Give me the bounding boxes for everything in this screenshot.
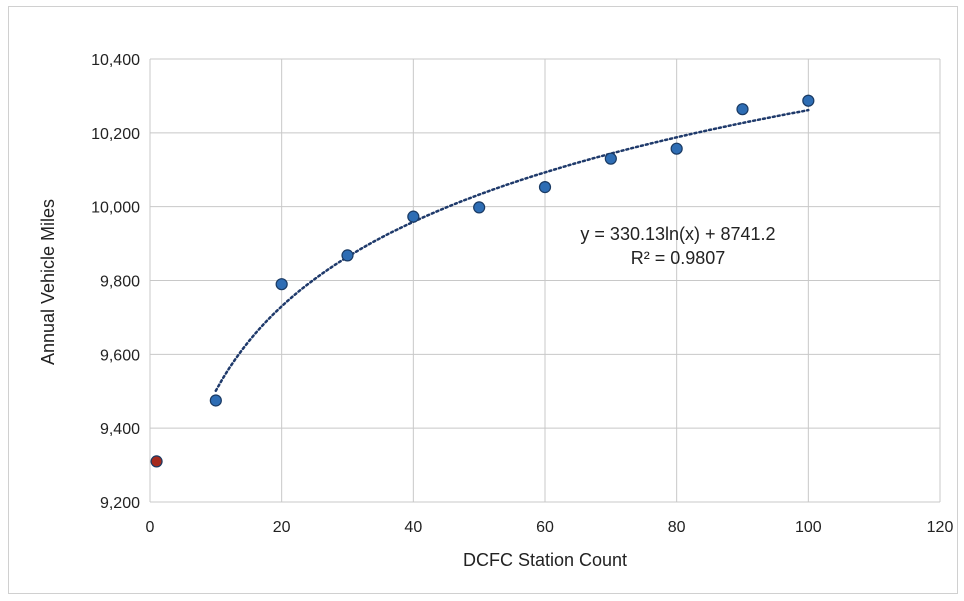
y-tick-label: 9,600 [100,347,140,364]
y-tick-labels: 9,200 9,400 9,600 9,800 10,000 10,200 10,400 [91,52,140,512]
y-axis-title: Annual Vehicle Miles [38,199,58,365]
data-point [275,278,288,291]
trendline [214,108,810,393]
y-tick-label: 9,200 [100,495,140,512]
x-axis-title: DCFC Station Count [463,550,627,570]
x-tick-label: 100 [795,519,822,536]
r-squared-label: R² = 0.9807 [631,248,726,268]
y-tick-label: 10,200 [91,126,140,143]
data-point [473,201,486,214]
grid-lines [149,58,941,503]
x-tick-label: 40 [404,519,422,536]
x-tick-label: 0 [146,519,155,536]
data-point [341,249,354,262]
trendline-group [214,108,810,393]
trendline-equation: y = 330.13ln(x) + 8741.2 [580,224,775,244]
data-point [407,210,420,223]
data-point [736,103,749,116]
data-point [209,394,222,407]
y-tick-label: 10,000 [91,200,140,217]
data-point [538,181,552,194]
data-points [150,94,815,468]
x-tick-label: 20 [273,519,291,536]
chart-frame [8,6,958,594]
data-point [150,455,163,468]
x-tick-label: 80 [668,519,686,536]
data-point [670,142,683,155]
data-point [604,152,617,165]
y-tick-label: 9,400 [100,421,140,438]
x-tick-labels: 0 20 40 60 80 100 120 [146,519,954,536]
x-tick-label: 60 [536,519,554,536]
data-point [802,94,815,107]
x-tick-label: 120 [927,519,954,536]
y-tick-label: 10,400 [91,52,140,69]
y-tick-label: 9,800 [100,274,140,291]
